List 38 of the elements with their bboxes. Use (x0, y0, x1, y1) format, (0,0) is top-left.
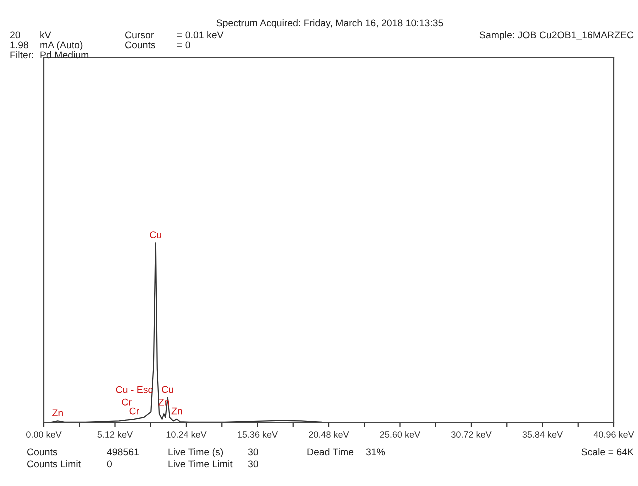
annotation: Cu (150, 232, 162, 238)
x-tick-label: 30.72 keV (452, 431, 492, 438)
x-tick-label: 10.24 keV (166, 431, 207, 438)
x-tick-label: 40.96 keV (594, 431, 634, 438)
text: Pd Medium (40, 51, 89, 59)
text: Cursor (125, 32, 154, 39)
x-tick-label: 25.60 keV (380, 431, 421, 438)
chart-title: Spectrum Acquired: Friday, March 16, 2018 10:13:35 (216, 19, 444, 29)
text: Scale = 64K (582, 448, 634, 456)
text: 1.98 (10, 42, 28, 49)
text: Counts (125, 42, 156, 49)
annotation: Zn (172, 408, 182, 415)
text: 30 (248, 448, 258, 456)
text: 498561 (107, 448, 139, 456)
x-tick-label: 5.12 keV (98, 431, 134, 438)
text: Live Time (s) (168, 448, 224, 458)
x-tick-label: 15.36 keV (238, 431, 278, 438)
x-tick-label: 0.00 keV (26, 431, 62, 438)
text: Filter: (10, 51, 34, 59)
annotation: Cr (130, 408, 140, 415)
text: = 0.01 keV (177, 31, 224, 39)
text: Live Time Limit (168, 460, 233, 468)
x-tick-label: 35.84 keV (522, 431, 564, 438)
text: kV (40, 31, 52, 39)
text: Counts Limit (27, 460, 81, 468)
annotation: Zn (52, 410, 63, 416)
text: 20 (10, 32, 20, 39)
text: 0 (107, 460, 112, 468)
text: Counts (27, 448, 58, 456)
text: 31% (366, 448, 386, 456)
annotation: Cu (162, 386, 174, 394)
x-tick-label: 20.48 keV (309, 431, 350, 438)
text: = 0 (177, 42, 190, 49)
annotation: Cr (122, 398, 132, 406)
text: 30 (248, 460, 258, 468)
text: Dead Time (308, 448, 354, 456)
text: mA (Auto) (40, 41, 83, 51)
text: Sample: JOB Cu2OB1_16MARZEC (480, 31, 634, 41)
